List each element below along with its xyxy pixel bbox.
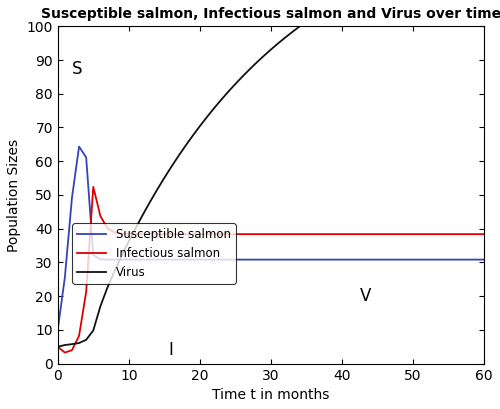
Infectious salmon bbox=[54, 344, 60, 349]
Virus bbox=[310, 14, 316, 19]
Infectious salmon bbox=[154, 232, 160, 237]
Infectious salmon bbox=[90, 184, 96, 189]
Susceptible salmon bbox=[76, 144, 82, 149]
Susceptible salmon bbox=[54, 328, 60, 333]
Susceptible salmon bbox=[318, 257, 324, 262]
Title: Susceptible salmon, Infectious salmon and Virus over time: Susceptible salmon, Infectious salmon an… bbox=[41, 7, 500, 21]
Line: Infectious salmon: Infectious salmon bbox=[58, 187, 484, 353]
Susceptible salmon bbox=[290, 257, 296, 262]
Text: I: I bbox=[168, 341, 173, 359]
Susceptible salmon bbox=[147, 257, 153, 262]
Infectious salmon bbox=[296, 232, 302, 237]
Y-axis label: Population Sizes: Population Sizes bbox=[7, 138, 21, 252]
Virus bbox=[154, 187, 160, 192]
Line: Virus: Virus bbox=[58, 0, 484, 347]
Infectious salmon bbox=[62, 350, 68, 355]
Legend: Susceptible salmon, Infectious salmon, Virus: Susceptible salmon, Infectious salmon, V… bbox=[72, 223, 235, 283]
Infectious salmon bbox=[218, 232, 224, 237]
Virus bbox=[140, 212, 146, 217]
X-axis label: Time t in months: Time t in months bbox=[212, 388, 330, 402]
Infectious salmon bbox=[168, 232, 174, 237]
Text: V: V bbox=[360, 287, 371, 305]
Susceptible salmon bbox=[481, 257, 487, 262]
Virus bbox=[54, 344, 60, 349]
Virus bbox=[282, 35, 288, 40]
Susceptible salmon bbox=[211, 257, 217, 262]
Text: S: S bbox=[72, 59, 83, 78]
Infectious salmon bbox=[325, 232, 331, 237]
Infectious salmon bbox=[481, 232, 487, 237]
Susceptible salmon bbox=[432, 257, 438, 262]
Susceptible salmon bbox=[162, 257, 168, 262]
Virus bbox=[204, 115, 210, 119]
Line: Susceptible salmon: Susceptible salmon bbox=[58, 146, 484, 330]
Infectious salmon bbox=[438, 232, 444, 237]
